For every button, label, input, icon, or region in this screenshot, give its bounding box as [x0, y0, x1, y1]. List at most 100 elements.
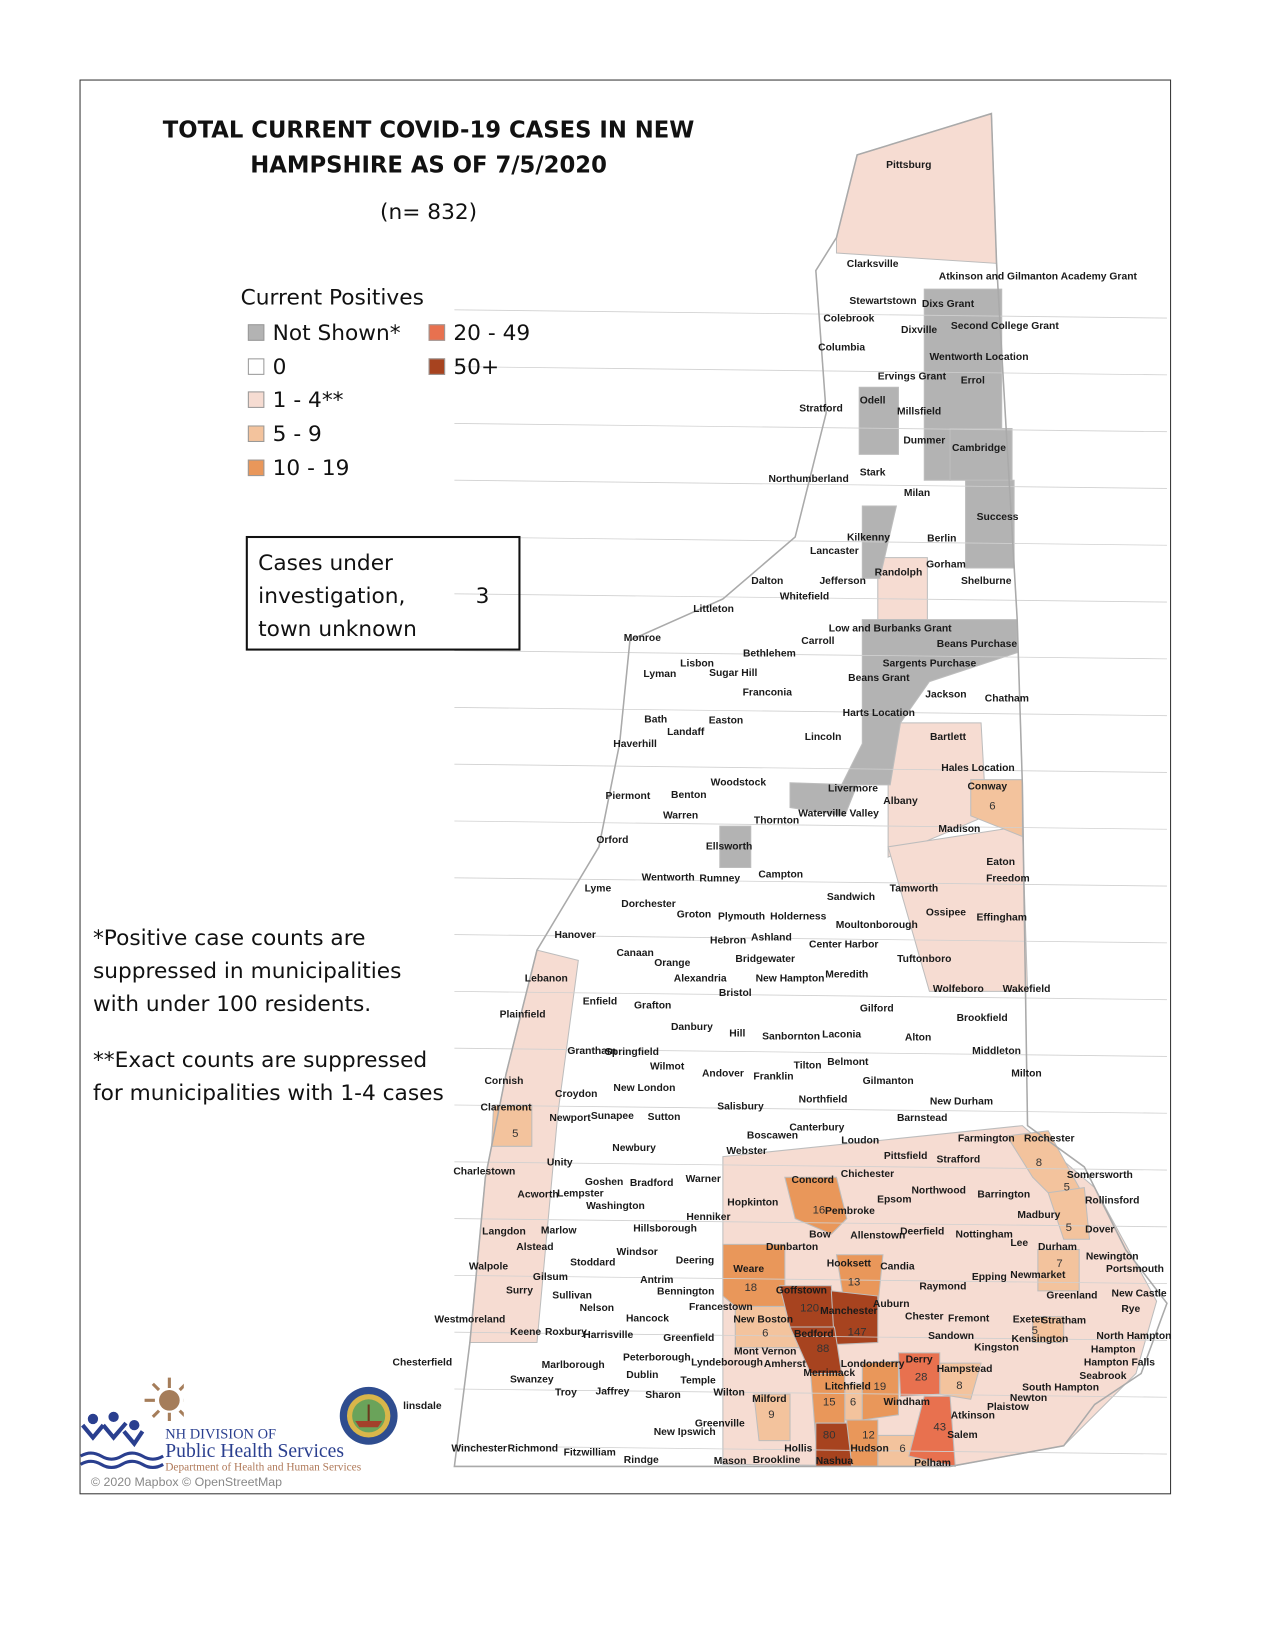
town-label: Webster [726, 1145, 767, 1158]
town-label: Lyman [643, 668, 677, 681]
town-label: Roxbury [544, 1326, 587, 1338]
town-area-not-shown [858, 386, 899, 455]
town-label: Windsor [616, 1246, 658, 1259]
town-label: Warren [662, 810, 699, 822]
town-label: Springfield [605, 1046, 659, 1059]
town-label: Sargents Purchase [882, 658, 977, 670]
map-title: TOTAL CURRENT COVID-19 CASES IN NEW HAMP… [155, 114, 702, 184]
town-label: Atkinson [950, 1410, 995, 1422]
town-boundary [454, 536, 1167, 546]
map-attribution: © 2020 Mapbox © OpenStreetMap [90, 1474, 283, 1490]
town-label: Hopkinton [727, 1197, 779, 1209]
town-label: Stratford [799, 403, 843, 415]
town-label: Sanbornton [762, 1031, 821, 1043]
town-label: Nashua [815, 1455, 854, 1467]
town-label: Henniker [686, 1211, 731, 1224]
legend-swatch [428, 324, 446, 341]
town-label: Charlestown [453, 1166, 516, 1178]
town-boundary [454, 1331, 1167, 1341]
town-label: Hollis [784, 1443, 813, 1455]
town-label: Newington [1085, 1251, 1139, 1263]
town-area-5-9 [491, 1104, 533, 1147]
town-label: Bartlett [929, 731, 967, 744]
town-label: Stark [859, 467, 886, 479]
town-boundary [454, 1161, 1167, 1171]
town-label: Hanover [554, 929, 596, 942]
town-label: Wolfeboro [932, 983, 984, 996]
town-label: Landaff [667, 726, 705, 738]
town-boundary [454, 990, 1167, 1001]
note-line: **Exact counts are suppressed [92, 1047, 428, 1072]
town-label: Waterville Valley [798, 808, 879, 820]
town-label: Raymond [919, 1281, 967, 1293]
town-label: Kingston [974, 1341, 1019, 1354]
town-label: Campton [758, 869, 804, 881]
town-label: Barnstead [896, 1112, 948, 1125]
town-label: Jackson [925, 689, 967, 701]
town-label: Brookfield [956, 1012, 1008, 1024]
state-seal-icon [339, 1386, 398, 1445]
town-label: Beans Purchase [936, 638, 1018, 651]
town-label: Deering [675, 1255, 715, 1267]
town-label: Odell [859, 395, 886, 407]
town-label: Stewartstown [849, 295, 917, 308]
town-label: Portsmouth [1105, 1263, 1164, 1275]
town-label: Danbury [670, 1021, 713, 1034]
town-label: Hooksett [826, 1258, 871, 1270]
town-label: Tilton [793, 1060, 822, 1072]
town-label: Harrisville [583, 1329, 634, 1341]
town-label: Lyme [584, 883, 612, 895]
town-label: Derry [905, 1354, 933, 1366]
town-label: Bennington [657, 1286, 715, 1298]
town-label: Groton [676, 909, 712, 921]
town-label: Bath [644, 714, 668, 726]
town-label: Lisbon [680, 658, 714, 670]
town-label: Cambridge [952, 442, 1006, 454]
town-label: Gilsum [532, 1271, 568, 1284]
town-label: Madison [938, 823, 981, 835]
town-label: Windham [883, 1396, 930, 1409]
town-label: New Castle [1111, 1288, 1167, 1300]
case-count-label: 13 [847, 1276, 861, 1289]
town-label: Mont Vernon [733, 1346, 797, 1358]
town-label: Unity [546, 1157, 573, 1169]
map-frame [79, 79, 1172, 1495]
town-label: New Durham [929, 1096, 994, 1108]
town-label: Exeter [1012, 1314, 1045, 1326]
unknown-value: 3 [475, 583, 490, 609]
footnote-suppressed: *Positive case counts are suppressed in … [93, 921, 401, 1020]
unknown-town-box: Cases under investigation, town unknown … [245, 535, 521, 651]
town-label: Newport [549, 1112, 591, 1125]
town-label: Ellsworth [705, 841, 753, 853]
town-label: Canaan [616, 947, 654, 959]
town-label: Dixville [901, 324, 938, 337]
town-label: Hales Location [941, 762, 1015, 775]
legend-label: 0 [272, 354, 287, 380]
unknown-label-3: town unknown [258, 616, 417, 642]
town-label: Eaton [986, 856, 1016, 868]
town-label: Lempster [557, 1188, 604, 1200]
town-label: Northfield [798, 1094, 848, 1106]
town-label: Epsom [877, 1194, 912, 1206]
case-count-label: 6 [762, 1327, 769, 1340]
town-label: Wentworth Location [929, 351, 1029, 363]
town-label: Ervings Grant [877, 371, 947, 383]
town-label: Benton [671, 789, 707, 801]
town-label: Easton [708, 715, 744, 727]
town-label: Hampstead [936, 1363, 993, 1376]
town-label: Woodstock [710, 777, 767, 789]
legend-item: 0 [247, 354, 287, 380]
note-line: for municipalities with 1-4 cases [92, 1080, 444, 1105]
town-label: Monroe [623, 632, 661, 644]
case-count-label: 28 [914, 1371, 928, 1384]
town-label: New Ipswich [653, 1426, 716, 1439]
town-label: Hampton Falls [1083, 1357, 1156, 1369]
town-label: Jefferson [819, 575, 866, 588]
town-label: South Hampton [1022, 1382, 1100, 1394]
town-label: Berlin [927, 533, 957, 545]
town-label: New Hampton [755, 973, 825, 985]
town-area-not-shown [965, 479, 1015, 569]
town-label: Claremont [480, 1102, 532, 1114]
case-count-label: 7 [1056, 1257, 1063, 1271]
